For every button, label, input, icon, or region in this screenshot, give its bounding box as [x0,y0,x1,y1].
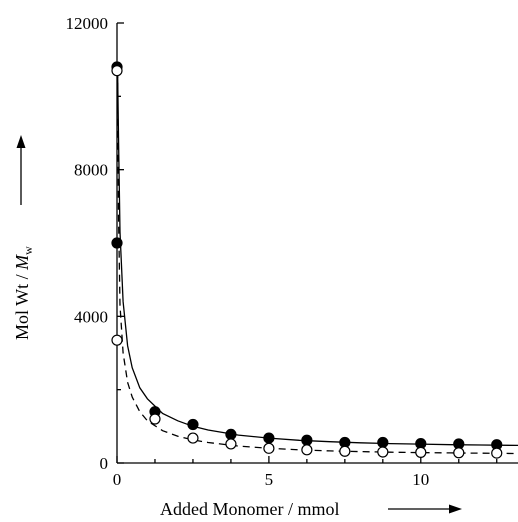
filled-data-point [377,436,389,449]
open-data-point [111,334,123,346]
y-axis-title: Mol Wt / Mw [12,246,35,340]
y-axis-title-symbol: M [12,254,32,271]
filled-data-point [225,428,237,440]
open-data-point [453,447,465,459]
x-tick-label: 10 [412,470,429,489]
x-axis-arrow-head [449,504,462,514]
data-points [111,61,503,459]
y-tick-label: 8000 [74,161,108,180]
filled-data-point [187,418,199,431]
open-data-point [149,413,161,425]
axes [116,23,518,464]
y-axis-title-subscript: w [21,246,35,255]
filled-data-point [111,237,123,249]
y-axis-title-prefix: Mol Wt / [12,270,32,340]
open-data-point [339,445,351,457]
open-data-point [263,442,275,454]
solid-fit-curve [116,70,518,447]
open-data-point [301,444,313,456]
y-tick-label: 4000 [74,307,108,326]
y-tick-label: 12000 [66,14,109,33]
open-data-point [187,432,199,444]
open-data-point [415,446,427,458]
y-axis-arrow-head [16,135,26,148]
fit-curves [116,70,518,455]
filled-data-point [263,432,275,444]
filled-data-point [301,434,313,446]
x-axis-title: Added Monomer / mmol [160,499,339,519]
open-data-point [377,446,389,458]
open-data-point [491,447,503,459]
axis-ticks: 0 4000 8000 12000 0 5 10 [66,14,498,489]
dashed-fit-curve [116,70,518,455]
x-tick-label: 5 [265,470,274,489]
y-tick-label: 0 [100,454,109,473]
open-data-point [111,65,123,77]
open-data-point [225,438,237,450]
x-tick-label: 0 [113,470,122,489]
